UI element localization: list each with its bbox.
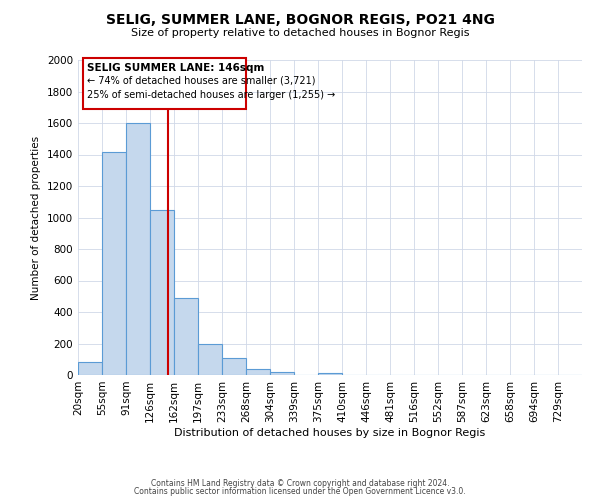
- Bar: [246, 368, 270, 375]
- Bar: [78, 362, 102, 375]
- Bar: [270, 372, 294, 375]
- Bar: [102, 152, 126, 375]
- Text: ← 74% of detached houses are smaller (3,721): ← 74% of detached houses are smaller (3,…: [87, 76, 316, 86]
- FancyBboxPatch shape: [83, 58, 247, 109]
- Text: SELIG, SUMMER LANE, BOGNOR REGIS, PO21 4NG: SELIG, SUMMER LANE, BOGNOR REGIS, PO21 4…: [106, 12, 494, 26]
- Text: 25% of semi-detached houses are larger (1,255) →: 25% of semi-detached houses are larger (…: [87, 90, 335, 100]
- Bar: [150, 210, 174, 375]
- Bar: [318, 372, 342, 375]
- Bar: [198, 344, 222, 375]
- Y-axis label: Number of detached properties: Number of detached properties: [31, 136, 41, 300]
- Text: Size of property relative to detached houses in Bognor Regis: Size of property relative to detached ho…: [131, 28, 469, 38]
- Bar: [174, 298, 198, 375]
- Text: Contains public sector information licensed under the Open Government Licence v3: Contains public sector information licen…: [134, 487, 466, 496]
- X-axis label: Distribution of detached houses by size in Bognor Regis: Distribution of detached houses by size …: [175, 428, 485, 438]
- Text: Contains HM Land Registry data © Crown copyright and database right 2024.: Contains HM Land Registry data © Crown c…: [151, 478, 449, 488]
- Bar: [126, 123, 150, 375]
- Text: SELIG SUMMER LANE: 146sqm: SELIG SUMMER LANE: 146sqm: [87, 63, 264, 73]
- Bar: [222, 358, 246, 375]
